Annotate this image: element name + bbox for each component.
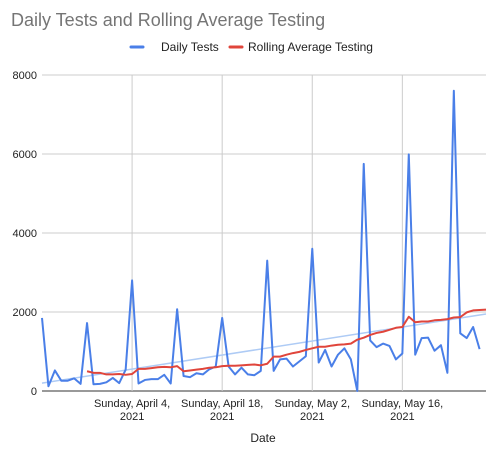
- trendline: [41, 313, 487, 384]
- x-tick-label-year: 2021: [300, 411, 324, 423]
- y-tick-label-0: 0: [31, 386, 37, 398]
- series-line-daily-tests: [41, 89, 481, 392]
- legend-label-daily-tests: Daily Tests: [161, 40, 219, 54]
- x-tick-label: Sunday, April 4,: [94, 398, 170, 410]
- x-tick-label-year: 2021: [120, 411, 144, 423]
- x-axis-label: Date: [250, 431, 276, 445]
- series-points-daily-tests: [41, 90, 480, 392]
- plot-area: [41, 89, 487, 392]
- y-tick-label-2000: 2000: [13, 307, 37, 319]
- chart-title: Daily Tests and Rolling Average Testing: [11, 10, 325, 30]
- series-points-rolling-average-testing: [87, 309, 487, 375]
- y-tick-label-8000: 8000: [13, 70, 37, 82]
- x-tick-label: Sunday, April 18,: [181, 398, 263, 410]
- y-tick-label-4000: 4000: [13, 228, 37, 240]
- legend[interactable]: Daily Tests Rolling Average Testing: [129, 40, 373, 54]
- x-tick-label: Sunday, May 2,: [274, 398, 350, 410]
- series-line-rolling-average-testing: [86, 308, 487, 376]
- y-axis-ticks: 0 2000 4000 6000 8000: [13, 70, 37, 398]
- x-tick-label-year: 2021: [210, 411, 234, 423]
- y-tick-label-6000: 6000: [13, 149, 37, 161]
- gridlines: [42, 74, 486, 392]
- x-tick-label: Sunday, May 16,: [361, 398, 443, 410]
- x-tick-label-year: 2021: [390, 411, 414, 423]
- legend-label-rolling-average: Rolling Average Testing: [248, 40, 373, 54]
